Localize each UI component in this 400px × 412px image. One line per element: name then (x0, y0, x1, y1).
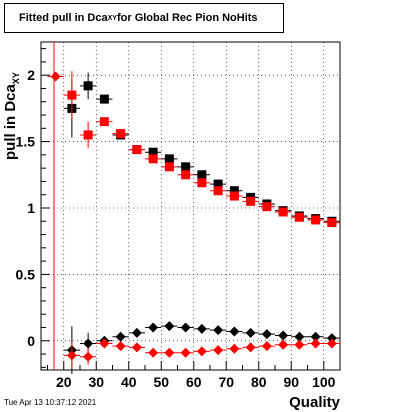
data-point-diamond (196, 323, 207, 334)
data-point-diamond (213, 325, 224, 336)
chart-title: Fitted pull in Dca XY for Global Rec Pion… (4, 3, 284, 33)
x-tick-label: 60 (186, 374, 202, 390)
data-point-diamond (83, 338, 94, 349)
data-point-diamond (229, 343, 240, 354)
x-axis-label: Quality (289, 394, 340, 411)
y-axis-label: pull in DcaXY (2, 72, 21, 160)
data-point-diamond (310, 338, 321, 349)
plot-frame (40, 41, 341, 371)
data-point-diamond (261, 329, 272, 340)
title-main: Fitted pull in Dca (19, 12, 108, 24)
data-point-diamond (326, 333, 337, 344)
title-sub: XY (107, 14, 117, 22)
data-point-square (99, 117, 109, 127)
data-point-diamond (261, 341, 272, 352)
data-point-square (164, 162, 174, 172)
data-point-square (229, 186, 239, 196)
data-point-square (116, 129, 126, 139)
data-point-square (246, 196, 256, 206)
data-point-diamond (131, 342, 142, 353)
x-tick-label: 40 (121, 374, 137, 390)
timestamp: Tue Apr 13 10:37:12 2021 (4, 398, 97, 407)
x-tick-label: 50 (153, 374, 169, 390)
y-tick-label: 0 (27, 333, 35, 349)
data-point-square (213, 179, 223, 189)
y-tick-label: 0.5 (16, 266, 36, 282)
data-point-diamond (180, 322, 191, 333)
data-point-square (229, 191, 239, 201)
data-point-diamond (83, 351, 94, 362)
data-point-square (148, 147, 158, 157)
data-point-square (278, 207, 288, 217)
data-point-square (83, 130, 93, 140)
data-point-diamond (148, 347, 159, 358)
data-point-square (311, 215, 321, 225)
y-tick-label: 2 (27, 67, 35, 83)
data-point-diamond (164, 347, 175, 358)
data-point-diamond (66, 350, 77, 361)
title-suffix: for Global Rec Pion NoHits (116, 12, 258, 24)
data-point-square (181, 162, 191, 172)
x-tick-label: 70 (218, 374, 234, 390)
x-tick-label: 100 (312, 374, 336, 390)
data-point-diamond (148, 322, 159, 333)
data-point-diamond (115, 331, 126, 342)
data-point-diamond (131, 327, 142, 338)
data-point-square (327, 218, 337, 228)
data-point-diamond (50, 71, 61, 82)
data-point-square (262, 202, 272, 212)
y-tick-label: 1.5 (16, 134, 36, 150)
data-point-square (132, 145, 142, 155)
data-point-square (294, 212, 304, 222)
data-point-square (213, 186, 223, 196)
data-point-diamond (245, 342, 256, 353)
data-point-diamond (99, 338, 110, 349)
x-tick-label: 30 (88, 374, 104, 390)
x-tick-label: 80 (251, 374, 267, 390)
x-tick-label: 90 (283, 374, 299, 390)
data-point-diamond (245, 327, 256, 338)
data-point-diamond (196, 346, 207, 357)
data-point-diamond (278, 330, 289, 341)
data-point-diamond (180, 347, 191, 358)
data-point-diamond (213, 345, 224, 356)
data-point-diamond (229, 326, 240, 337)
x-tick-label: 20 (56, 374, 72, 390)
data-point-square (197, 170, 207, 180)
data-point-diamond (294, 331, 305, 342)
data-point-square (99, 94, 109, 104)
data-point-diamond (278, 339, 289, 350)
data-point-square (197, 178, 207, 188)
data-point-diamond (310, 331, 321, 342)
data-point-square (181, 170, 191, 180)
data-point-square (148, 154, 158, 164)
data-point-square (67, 90, 77, 100)
y-tick-label: 1 (27, 200, 35, 216)
data-point-diamond (115, 341, 126, 352)
data-point-diamond (164, 321, 175, 332)
data-point-diamond (294, 339, 305, 350)
data-point-diamond (326, 338, 337, 349)
data-point-square (164, 154, 174, 164)
data-point-square (83, 81, 93, 91)
